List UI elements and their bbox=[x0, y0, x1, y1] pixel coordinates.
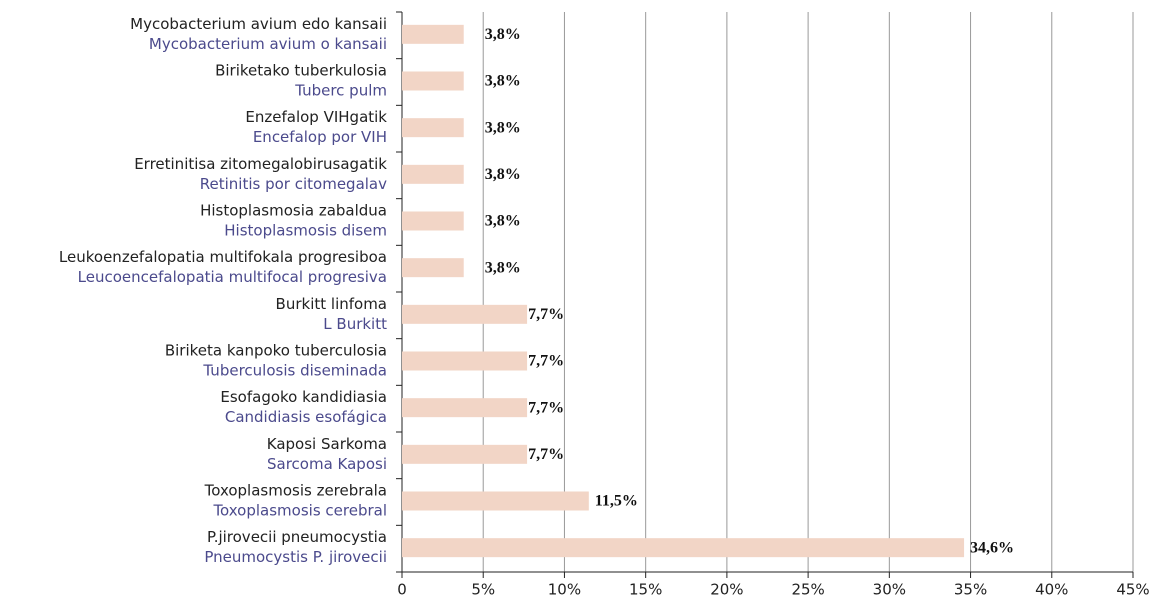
category-label: Esofagoko kandidiasia bbox=[220, 388, 387, 406]
x-tick-label: 20% bbox=[710, 581, 743, 599]
bar bbox=[402, 444, 528, 464]
category-label-translation: Pneumocystis P. jirovecii bbox=[204, 548, 387, 566]
value-label: 3,8% bbox=[485, 259, 521, 276]
category-label-translation: Candidiasis esofágica bbox=[225, 408, 387, 426]
bar bbox=[402, 118, 464, 138]
bar bbox=[402, 164, 464, 184]
value-label: 7,7% bbox=[528, 353, 564, 370]
category-label-translation: Tuberculosis diseminada bbox=[202, 362, 387, 380]
x-tick-label: 5% bbox=[471, 581, 495, 599]
value-label: 7,7% bbox=[528, 399, 564, 416]
category-label-translation: Tuberc pulm bbox=[294, 82, 387, 100]
bar bbox=[402, 398, 528, 418]
category-label-translation: Leucoencefalopatia multifocal progresiva bbox=[78, 268, 387, 286]
bar bbox=[402, 258, 464, 278]
value-label: 3,8% bbox=[485, 213, 521, 230]
category-label-translation: Sarcoma Kaposi bbox=[267, 455, 387, 473]
bar bbox=[402, 351, 528, 371]
category-label: Kaposi Sarkoma bbox=[267, 435, 387, 453]
value-label: 3,8% bbox=[485, 166, 521, 183]
x-tick-label: 45% bbox=[1116, 581, 1149, 599]
category-label: Histoplasmosia zabaldua bbox=[200, 202, 387, 220]
x-tick-label: 35% bbox=[954, 581, 987, 599]
bar bbox=[402, 491, 589, 511]
category-label-translation: L Burkitt bbox=[323, 315, 387, 333]
category-label: Erretinitisa zitomegalobirusagatik bbox=[134, 155, 387, 173]
category-label: Leukoenzefalopatia multifokala progresib… bbox=[59, 248, 387, 266]
x-tick-label: 40% bbox=[1035, 581, 1068, 599]
category-label: Mycobacterium avium edo kansaii bbox=[130, 15, 387, 33]
bar bbox=[402, 304, 528, 324]
category-label: P.jirovecii pneumocystia bbox=[207, 528, 387, 546]
category-label: Burkitt linfoma bbox=[276, 295, 387, 313]
value-label: 7,7% bbox=[528, 446, 564, 463]
bar bbox=[402, 71, 464, 91]
value-label: 3,8% bbox=[485, 26, 521, 43]
category-label: Enzefalop VIHgatik bbox=[245, 108, 387, 126]
value-label: 11,5% bbox=[595, 493, 638, 510]
category-label-translation: Histoplasmosis disem bbox=[224, 222, 387, 240]
value-label: 3,8% bbox=[485, 119, 521, 136]
category-label-translation: Encefalop por VIH bbox=[253, 128, 387, 146]
bar bbox=[402, 538, 965, 558]
category-label-translation: Mycobacterium avium o kansaii bbox=[149, 35, 387, 53]
value-label: 34,6% bbox=[970, 539, 1014, 556]
category-label-translation: Toxoplasmosis cerebral bbox=[212, 502, 387, 520]
category-label: Biriketako tuberkulosia bbox=[215, 62, 387, 80]
category-label: Toxoplasmosis zerebrala bbox=[204, 482, 387, 500]
x-tick-label: 15% bbox=[629, 581, 662, 599]
bar bbox=[402, 211, 464, 231]
x-tick-label: 10% bbox=[548, 581, 581, 599]
bar bbox=[402, 24, 464, 44]
category-label-translation: Retinitis por citomegalav bbox=[200, 175, 387, 193]
value-label: 7,7% bbox=[528, 306, 564, 323]
x-tick-label: 30% bbox=[873, 581, 906, 599]
category-label: Biriketa kanpoko tuberculosia bbox=[165, 342, 387, 360]
value-label: 3,8% bbox=[485, 73, 521, 90]
x-tick-label: 25% bbox=[791, 581, 824, 599]
x-tick-label: 0 bbox=[397, 581, 407, 599]
